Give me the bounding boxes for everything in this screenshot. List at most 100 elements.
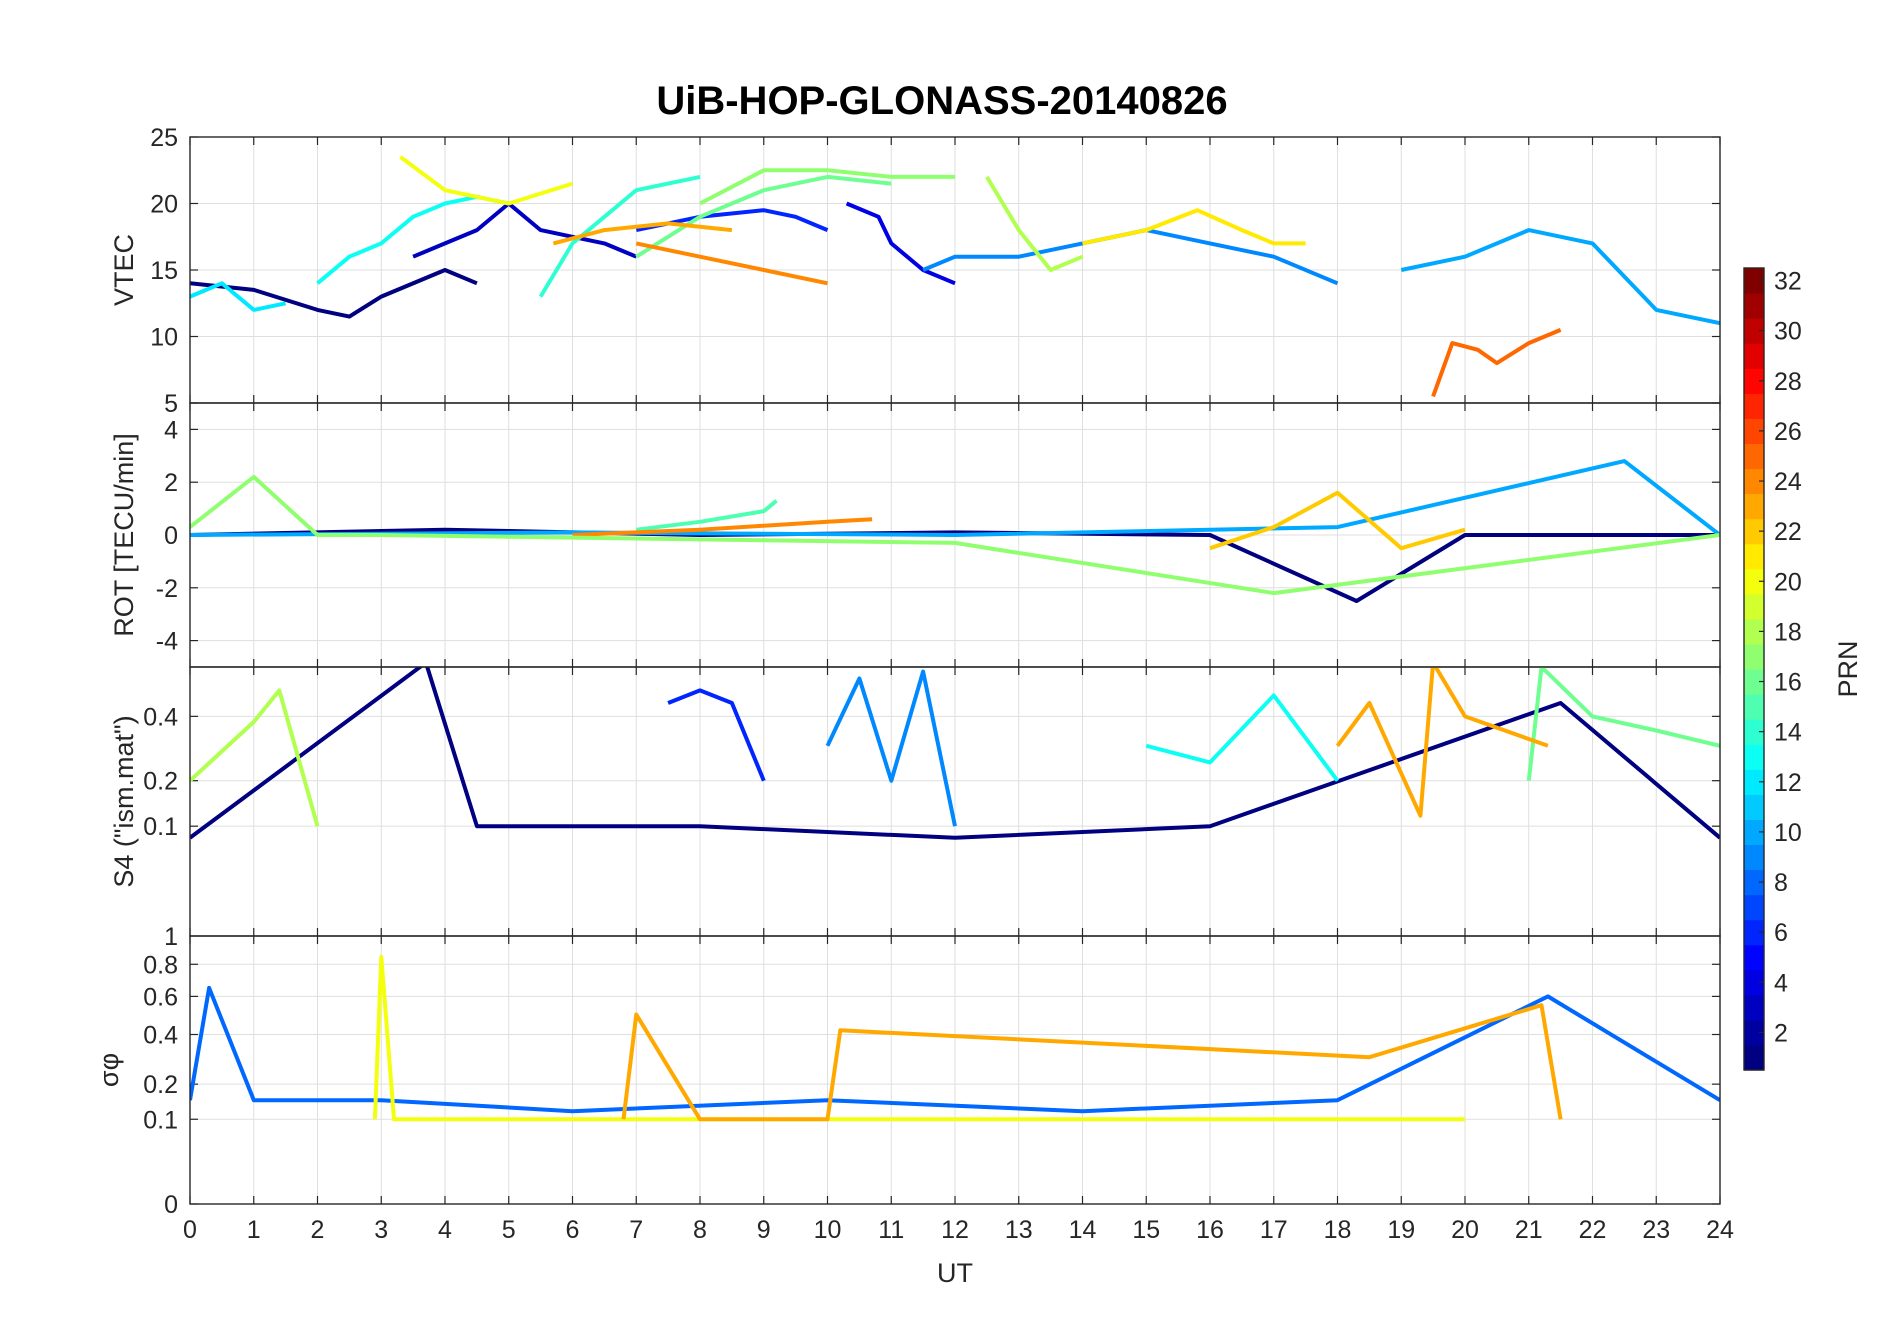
y-axis-label: VTEC (109, 234, 139, 306)
y-tick-label: -4 (156, 628, 178, 656)
colorbar-segment (1744, 418, 1764, 445)
series-line-prn-10 (190, 459, 1720, 537)
colorbar-segment (1744, 493, 1764, 520)
colorbar-segment (1744, 769, 1764, 795)
series-line-prn-12 (190, 281, 287, 312)
y-tick-label: 0.1 (143, 813, 178, 841)
y-tick-label: 2 (164, 469, 178, 497)
colorbar-tick-label: 16 (1774, 669, 1802, 697)
x-tick-label: 3 (374, 1216, 388, 1244)
colorbar-segment (1744, 318, 1764, 344)
series-line-prn-24 (572, 517, 873, 537)
y-tick-label: 0.4 (143, 703, 178, 731)
x-tick-label: 7 (629, 1216, 643, 1244)
series-line-prn-23 (621, 1003, 1563, 1122)
colorbar-tick-label: 18 (1774, 618, 1802, 646)
colorbar-segment (1744, 969, 1764, 996)
x-tick-label: 13 (1005, 1216, 1033, 1244)
chart-title: UiB-HOP-GLONASS-20140826 (656, 79, 1227, 123)
y-tick-label: 0.8 (143, 951, 178, 979)
y-tick-label: 10 (150, 324, 178, 352)
colorbar-segment (1744, 894, 1764, 921)
colorbar-frame (1743, 267, 1765, 1071)
colorbar-tick-label: 20 (1774, 568, 1802, 596)
colorbar-segment (1744, 543, 1764, 570)
colorbar-segment (1744, 618, 1764, 645)
series-line-prn-1 (190, 667, 1720, 840)
colorbar-segment (1744, 919, 1764, 946)
series-line-prn-17 (190, 474, 1720, 596)
colorbar-segment (1744, 819, 1764, 846)
x-tick-label: 17 (1260, 1216, 1288, 1244)
colorbar-segment (1744, 844, 1764, 871)
colorbar-tick-label: 30 (1774, 318, 1802, 346)
series-line-prn-3 (412, 201, 638, 259)
series-line-prn-14 (538, 174, 701, 298)
series-line-prn-25 (1431, 328, 1562, 398)
x-tick-label: 24 (1706, 1216, 1734, 1244)
colorbar-segment (1744, 944, 1764, 971)
colorbar-tick-label: 24 (1774, 468, 1802, 496)
x-tick-label: 12 (941, 1216, 969, 1244)
colorbar-tick-label: 4 (1774, 969, 1788, 997)
colorbar-segment (1744, 719, 1764, 745)
series-line-prn-10 (1400, 228, 1720, 326)
y-tick-label: 0.2 (143, 768, 178, 796)
series-line-prn-20 (399, 155, 574, 206)
colorbar-tick-label: 22 (1774, 518, 1802, 546)
colorbar-segment (1744, 443, 1764, 470)
series-line-prn-9 (922, 228, 1339, 286)
series-line-prn-21 (1082, 208, 1306, 246)
y-tick-label: 25 (150, 124, 178, 152)
y-tick-label: -2 (156, 575, 178, 603)
y-axis-label: S4 ("ism.mat") (109, 715, 139, 887)
x-tick-label: 19 (1387, 1216, 1415, 1244)
x-tick-label: 4 (438, 1216, 452, 1244)
y-tick-label: 0.6 (143, 983, 178, 1011)
colorbar-segment (1744, 518, 1764, 545)
series-line-prn-6 (635, 208, 829, 233)
x-tick-label: 1 (247, 1216, 261, 1244)
y-tick-label: 4 (164, 416, 178, 444)
series-group (190, 155, 1720, 398)
x-tick-label: 11 (878, 1216, 904, 1244)
x-tick-label: 14 (1069, 1216, 1097, 1244)
x-tick-label: 2 (311, 1216, 325, 1244)
x-tick-label: 23 (1642, 1216, 1670, 1244)
x-tick-label: 6 (566, 1216, 580, 1244)
colorbar-label: PRN (1833, 640, 1863, 697)
colorbar-segment (1744, 368, 1764, 394)
series-line-prn-9 (825, 669, 957, 827)
y-tick-label: 20 (150, 191, 178, 219)
series-line-prn-13 (1145, 693, 1340, 782)
x-tick-label: 18 (1324, 1216, 1352, 1244)
colorbar-segment (1744, 869, 1764, 896)
colorbar-tick-label: 12 (1774, 769, 1802, 797)
series-line-prn-1 (190, 268, 478, 319)
series-line-prn-20 (372, 954, 1465, 1122)
series-line-prn-17 (699, 168, 955, 206)
colorbar-segment (1744, 293, 1764, 319)
y-tick-label: 0.1 (143, 1106, 178, 1134)
y-tick-label: 0.4 (143, 1022, 178, 1050)
y-tick-label: 0 (164, 1191, 178, 1219)
x-tick-label: 21 (1515, 1216, 1543, 1244)
colorbar-segment (1744, 1019, 1764, 1046)
colorbar-tick-label: 26 (1774, 418, 1802, 446)
x-tick-label: 15 (1132, 1216, 1160, 1244)
colorbar-tick-label: 32 (1774, 268, 1802, 296)
series-line-prn-22 (1209, 490, 1466, 551)
x-tick-label: 9 (757, 1216, 771, 1244)
series-line-prn-4 (845, 201, 956, 286)
series-line-prn-6 (667, 688, 766, 782)
y-axis-label: ROT [TECU/min] (109, 433, 139, 637)
colorbar-segment (1744, 994, 1764, 1021)
panel-vtec: 5 10 15 20 25 VTEC (109, 124, 1721, 418)
axes-frame (189, 935, 1721, 1205)
colorbar-tick-label: 6 (1774, 919, 1788, 947)
series-line-prn-18 (985, 175, 1084, 272)
